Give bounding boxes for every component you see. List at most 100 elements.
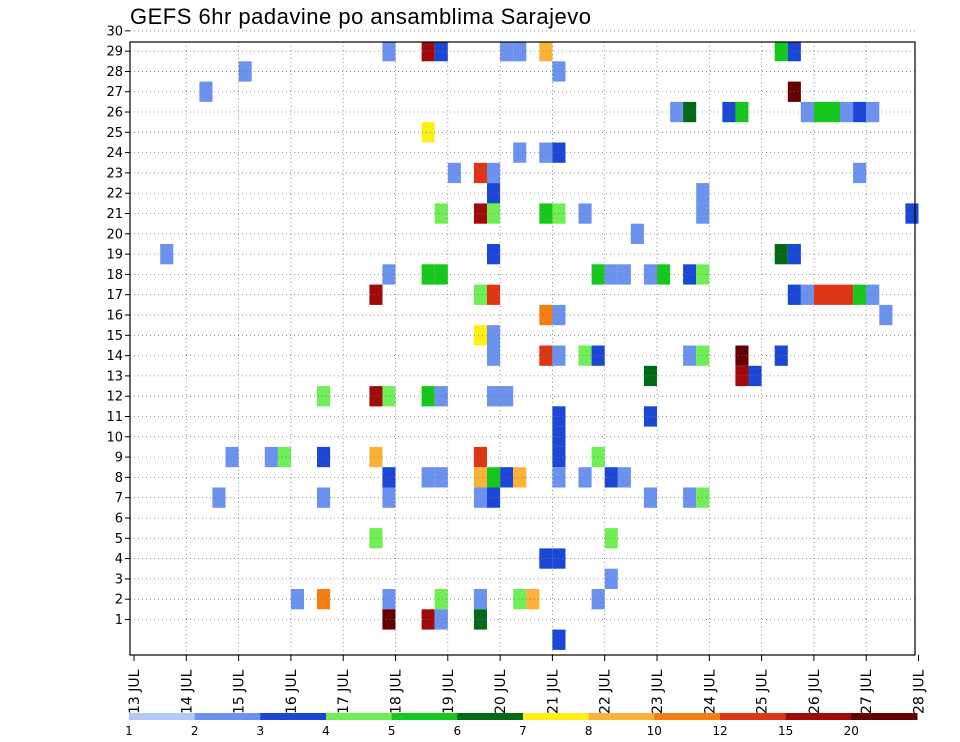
x-tick-label: 22 JUL <box>598 669 614 714</box>
precip-cell <box>735 365 749 387</box>
precip-cell <box>487 487 501 508</box>
legend-swatch <box>129 713 196 720</box>
precip-cell <box>513 142 527 163</box>
y-tick-label: 5 <box>115 532 123 547</box>
precip-cell <box>905 203 919 224</box>
precip-cell <box>238 61 252 82</box>
precip-cell <box>604 264 618 285</box>
y-tick-label: 28 <box>106 65 123 80</box>
legend-label: 8 <box>585 724 593 738</box>
legend-label: 5 <box>388 724 396 738</box>
y-tick-label: 23 <box>106 166 123 181</box>
legend-swatch <box>654 713 721 720</box>
y-tick-label: 3 <box>115 572 123 587</box>
precip-cell <box>225 446 239 468</box>
legend-swatch <box>785 713 852 720</box>
precip-cell <box>853 162 867 184</box>
precip-cell <box>487 183 501 204</box>
legend-label: 1 <box>125 724 133 738</box>
precip-cell <box>813 101 827 123</box>
precip-cell <box>434 203 448 224</box>
x-tick-label: 15 JUL <box>232 669 248 714</box>
x-tick-label: 28 JUL <box>912 669 928 714</box>
precip-cell <box>473 487 487 508</box>
y-tick-label: 1 <box>115 613 123 628</box>
precip-cell <box>774 42 788 62</box>
cells-layer <box>160 42 919 650</box>
precip-cell <box>827 284 841 305</box>
x-tick-label: 16 JUL <box>284 669 300 714</box>
y-tick-label: 29 <box>106 45 123 60</box>
precip-cell <box>434 264 448 285</box>
x-tick-label: 25 JUL <box>755 669 771 714</box>
precip-cell <box>382 609 396 630</box>
precip-cell <box>853 101 867 123</box>
precip-cell <box>421 609 435 630</box>
precip-cell <box>473 609 487 630</box>
precip-cell <box>369 446 383 468</box>
precip-cell <box>434 589 448 610</box>
legend-swatch <box>260 713 327 720</box>
y-tick-label: 7 <box>115 491 123 506</box>
precip-cell <box>487 284 501 305</box>
x-tick-label: 27 JUL <box>859 669 875 714</box>
y-tick-label: 9 <box>115 451 123 466</box>
precip-cell <box>487 244 501 265</box>
y-tick-label: 30 <box>106 24 123 39</box>
precip-cell <box>735 345 749 366</box>
precip-cell <box>774 345 788 366</box>
y-tick-label: 20 <box>106 227 123 242</box>
x-tick-label: 14 JUL <box>179 669 195 714</box>
legend-label: 12 <box>712 724 727 738</box>
precip-cell <box>526 589 540 610</box>
precip-cell <box>382 264 396 285</box>
legend-swatch <box>523 713 590 720</box>
precip-cell <box>382 487 396 508</box>
precip-cell <box>539 42 553 62</box>
x-tick-label: 26 JUL <box>807 669 823 714</box>
legend-label: 15 <box>778 724 793 738</box>
precip-cell <box>473 446 487 468</box>
precip-cell <box>487 203 501 224</box>
precip-cell <box>617 467 631 488</box>
precip-cell <box>539 304 553 326</box>
y-tick-label: 4 <box>115 552 123 567</box>
precip-cell <box>434 42 448 62</box>
y-tick-label: 11 <box>106 410 123 425</box>
precip-cell <box>317 386 331 407</box>
x-tick-label: 20 JUL <box>493 669 509 714</box>
y-tick-label: 26 <box>106 106 123 121</box>
precip-cell <box>487 325 501 346</box>
precip-cell <box>500 42 514 62</box>
precip-cell <box>487 345 501 366</box>
legend-label: 20 <box>844 724 859 738</box>
precip-cell <box>421 264 435 285</box>
legend-label: 4 <box>322 724 330 738</box>
precip-cell <box>473 589 487 610</box>
precip-cell <box>735 101 749 123</box>
precip-cell <box>657 264 671 285</box>
precip-cell <box>487 386 501 407</box>
precip-cell <box>369 528 383 549</box>
precip-cell <box>866 101 880 123</box>
precip-cell <box>866 284 880 305</box>
legend-swatch <box>194 713 261 720</box>
precip-cell <box>539 548 553 569</box>
precip-cell <box>473 284 487 305</box>
y-tick-label: 19 <box>106 248 123 263</box>
y-tick-label: 22 <box>106 187 123 202</box>
x-tick-label: 13 JUL <box>127 669 143 714</box>
y-tick-label: 27 <box>106 85 123 100</box>
precip-cell <box>604 528 618 549</box>
precip-cell <box>683 264 697 285</box>
precip-cell <box>787 42 801 62</box>
precip-cell <box>382 386 396 407</box>
y-tick-label: 25 <box>106 126 123 141</box>
precip-cell <box>434 609 448 630</box>
precip-cell <box>879 304 893 326</box>
legend-label: 3 <box>256 724 264 738</box>
precip-cell <box>827 101 841 123</box>
precip-cell <box>382 589 396 610</box>
precip-cell <box>473 467 487 488</box>
